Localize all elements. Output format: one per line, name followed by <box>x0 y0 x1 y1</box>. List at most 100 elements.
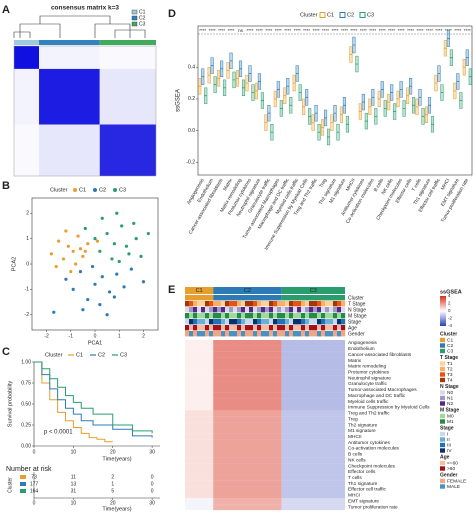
heat-cell <box>185 345 214 352</box>
heat-cell <box>213 386 282 393</box>
legend-label: T1 <box>447 361 453 367</box>
track-cell <box>309 325 314 331</box>
heat-cell <box>281 504 345 511</box>
x-axis-label: PCA1 <box>88 340 102 346</box>
track-cell <box>257 307 262 313</box>
heat-cell <box>213 404 282 411</box>
track-label: T Stage <box>348 301 366 307</box>
point <box>74 262 78 266</box>
point <box>105 231 109 236</box>
y-tick-label: 1.00 <box>21 359 31 365</box>
track-label: Age <box>348 325 357 331</box>
legend-label: IV <box>447 448 452 454</box>
heat-cell <box>281 486 345 493</box>
track-cell <box>285 307 290 313</box>
track-cell <box>237 301 242 307</box>
x-tick-label: 30 <box>149 449 155 455</box>
risk-x-label: Time(years) <box>102 506 131 512</box>
legend-swatch <box>440 448 445 453</box>
track-cell <box>297 325 302 331</box>
track-cell <box>253 331 258 337</box>
track-cell <box>213 325 218 331</box>
risk-x-tick-label: 30 <box>149 500 155 506</box>
plot-frame <box>197 25 473 176</box>
x-tick-label: 20 <box>110 449 116 455</box>
row-label: MHCI <box>348 493 360 499</box>
heat-cell <box>213 504 282 511</box>
track-cell <box>325 319 330 325</box>
y-axis-label: Survival probability <box>7 381 13 427</box>
track-cell <box>277 325 282 331</box>
heat-cell <box>185 480 214 487</box>
track-cell <box>285 301 290 307</box>
track-cell <box>241 319 246 325</box>
significance: **** <box>369 28 376 33</box>
heat-cell <box>281 369 345 376</box>
legend-swatch <box>440 437 445 442</box>
track-cell <box>329 301 334 307</box>
legend-marker <box>359 12 366 18</box>
heat-cell <box>281 398 345 405</box>
track-cell <box>297 307 302 313</box>
track-cell <box>201 325 206 331</box>
scale-title: ssGSEA <box>440 289 462 295</box>
point <box>107 290 112 294</box>
legend-label: FEMALE <box>447 478 466 484</box>
cluster-header-label: C3 <box>310 288 317 294</box>
track-cell <box>225 319 230 325</box>
plot-frame <box>31 197 159 331</box>
risk-count: 31 <box>71 488 77 494</box>
track-cell <box>185 307 190 313</box>
y-tick-label: 0.25 <box>21 422 31 428</box>
track-cell <box>329 319 334 325</box>
legend-swatch <box>440 348 445 354</box>
track-cell <box>213 295 282 301</box>
track-cell <box>337 319 342 325</box>
risk-x-tick-label: 20 <box>110 500 116 506</box>
legend-swatch <box>440 361 445 366</box>
row-label: Matrix remodeling <box>348 364 386 370</box>
heat-cell <box>213 498 282 505</box>
track-cell <box>249 313 254 319</box>
track-cell <box>341 307 346 313</box>
heat-cell <box>213 351 282 358</box>
track-cell <box>257 331 262 337</box>
track-cell <box>221 313 226 319</box>
heat-cell <box>281 498 345 505</box>
heat-cell <box>281 363 345 370</box>
scale-tick-label: 0 <box>448 308 451 313</box>
point <box>100 216 104 220</box>
significance: ns <box>238 28 244 33</box>
legend-label: <=60 <box>447 460 458 466</box>
track-cell <box>277 331 282 337</box>
track-cell <box>325 331 330 337</box>
track-cell <box>321 301 326 307</box>
track-cell <box>249 325 254 331</box>
track-cell <box>189 313 194 319</box>
track-cell <box>237 313 242 319</box>
track-cell <box>217 325 222 331</box>
legend-label: N1 <box>447 395 453 401</box>
consensus-cell <box>14 124 40 176</box>
track-cell <box>313 307 318 313</box>
heat-cell <box>185 463 214 470</box>
x-tick-label: MHCII <box>345 178 357 193</box>
point <box>81 308 85 312</box>
track-cell <box>189 301 194 307</box>
track-cell <box>209 307 214 313</box>
risk-title: Number at risk <box>6 466 52 473</box>
heat-cell <box>185 410 214 417</box>
significance: **** <box>379 28 386 33</box>
heat-cell <box>213 468 282 475</box>
point <box>83 249 87 253</box>
track-cell <box>261 331 266 337</box>
legend-label: M0 <box>447 413 454 419</box>
point <box>115 211 119 215</box>
track-cell <box>297 301 302 307</box>
risk-row-key <box>20 489 26 493</box>
track-cell <box>253 319 258 325</box>
heat-cell <box>281 457 345 464</box>
track-cell <box>241 331 246 337</box>
significance: **** <box>341 28 348 33</box>
panel-letter: D <box>168 8 176 20</box>
